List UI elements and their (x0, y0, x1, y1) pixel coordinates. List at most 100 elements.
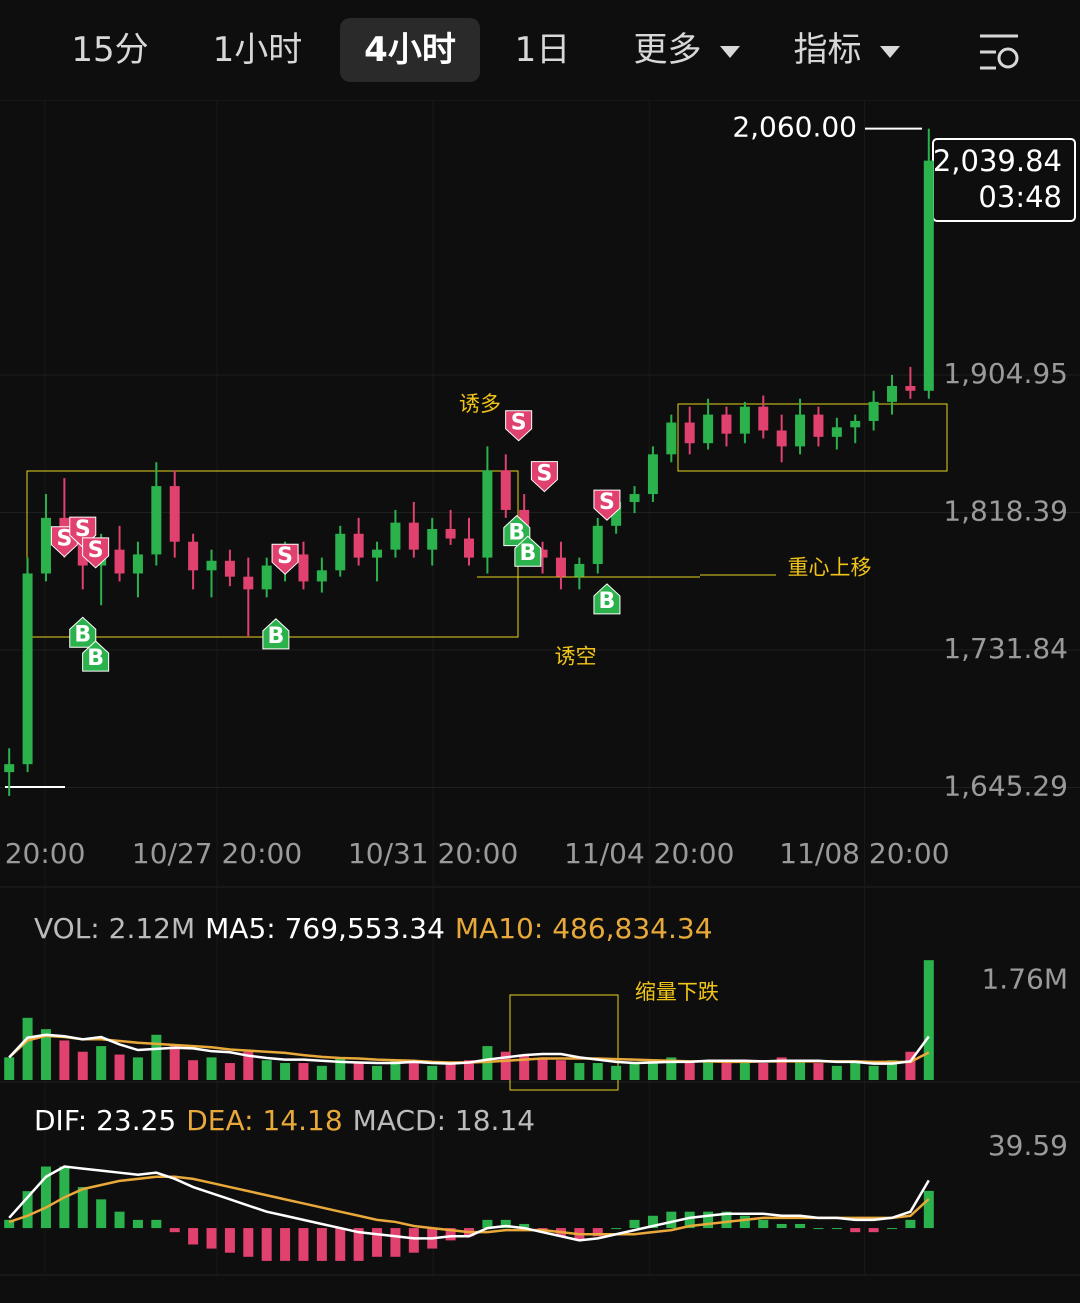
volume-bar (445, 1063, 456, 1080)
macd-bar (22, 1191, 33, 1229)
candle-body (22, 573, 33, 765)
macd-bar (850, 1228, 861, 1233)
volume-bar (519, 1054, 530, 1080)
candle-body (500, 470, 511, 510)
volume-bar (666, 1057, 677, 1080)
tab[interactable]: 15分 (71, 30, 149, 70)
y-tick-label: 1,818.39 (943, 494, 1068, 527)
volume-bar (592, 1063, 603, 1080)
marker-label: S (277, 544, 293, 569)
y-tick-label: 1,904.95 (943, 357, 1068, 390)
volume-bar (795, 1060, 806, 1080)
macd-bar (151, 1219, 162, 1229)
candle-body (758, 406, 769, 431)
tab-selected[interactable]: 4小时 (340, 18, 480, 82)
candle-body (151, 486, 162, 555)
volume-bar (372, 1065, 383, 1080)
candle-body (795, 414, 806, 447)
macd-bar (666, 1211, 677, 1229)
tab[interactable]: 1小时 (212, 30, 303, 70)
volume-bar (206, 1057, 217, 1080)
volume-bar (629, 1063, 640, 1080)
y-tick-label: 1.76M (981, 963, 1068, 996)
macd-bar (298, 1228, 309, 1261)
candle-body (372, 549, 383, 558)
legend-item: MA10: 486,834.34 (455, 912, 713, 945)
marker-label: S (536, 462, 552, 487)
candle-body (739, 406, 750, 434)
volume-bar (316, 1065, 327, 1080)
volume-bar (188, 1060, 199, 1080)
buy-marker (82, 640, 110, 672)
y-tick-label: 1,645.29 (943, 770, 1068, 803)
sell-marker (593, 489, 621, 521)
volume-bar (151, 1034, 162, 1080)
macd-bar (500, 1219, 511, 1229)
macd-bar (831, 1228, 842, 1230)
legend: VOL: 2.12M MA5: 769,553.34 MA10: 486,834.3… (34, 912, 713, 945)
x-tick-label: 10/31 20:00 (348, 837, 518, 870)
volume-bar (40, 1029, 51, 1080)
annotation: 重心上移 (787, 556, 871, 580)
macd-bar (169, 1228, 180, 1233)
volume-bar (298, 1063, 309, 1080)
candle-body (206, 560, 217, 571)
volume-bar (831, 1065, 842, 1080)
volume-bar (574, 1063, 585, 1080)
buy-marker (514, 535, 542, 567)
macd-bar (739, 1215, 750, 1229)
macd-bar (684, 1211, 695, 1229)
candle-body (684, 422, 695, 444)
candle-body (445, 529, 456, 539)
marker-label: B (508, 521, 525, 546)
candle-body (132, 554, 143, 574)
macd-bar (132, 1219, 143, 1229)
macd-bar (77, 1187, 88, 1229)
candle-body (776, 430, 787, 447)
volume-bar (813, 1063, 824, 1080)
macd-bar (243, 1228, 254, 1257)
macd-bar (868, 1228, 879, 1233)
volume-bar (739, 1060, 750, 1080)
macd-bar (316, 1228, 327, 1261)
candle-body (482, 470, 493, 558)
volume-bar (59, 1040, 70, 1080)
y-tick-label: 39.59 (988, 1129, 1068, 1162)
volume-bar (77, 1051, 88, 1080)
annotation: 缩量下跌 (635, 980, 719, 1004)
macd-bar (353, 1228, 364, 1261)
macd-bar (482, 1219, 493, 1229)
candle-body (537, 549, 548, 558)
dropdown-arrow (880, 46, 900, 58)
candle-body (574, 563, 585, 577)
candle-body (353, 533, 364, 558)
candle-body (611, 501, 622, 526)
volume-bar (905, 1051, 916, 1080)
tab[interactable]: 1日 (514, 30, 571, 70)
candle-body (335, 533, 346, 571)
macd-bar (519, 1223, 530, 1229)
volume-bar (500, 1051, 511, 1080)
candle-body (261, 565, 272, 590)
macd-bar (776, 1223, 787, 1229)
volume-bar (850, 1063, 861, 1080)
volume-bar (132, 1057, 143, 1080)
macd-bar (647, 1215, 658, 1229)
volume-bar (243, 1051, 254, 1080)
range-box (509, 994, 619, 1091)
tab[interactable]: 更多 (633, 30, 702, 70)
volume-bar (335, 1057, 346, 1080)
macd-bar (114, 1211, 125, 1229)
marker-label: S (88, 538, 104, 563)
tab[interactable]: 指标 (793, 30, 862, 70)
x-tick-label: 11/04 20:00 (564, 837, 734, 870)
macd-bar (372, 1228, 383, 1257)
volume-bar (923, 960, 934, 1080)
x-tick-label: 11/08 20:00 (779, 837, 949, 870)
marker-label: B (599, 589, 616, 614)
legend-item: MACD: 18.14 (353, 1104, 535, 1137)
sell-marker (505, 410, 533, 442)
volume-bar (776, 1057, 787, 1080)
settings-icon[interactable] (980, 34, 1019, 70)
annotation: 诱空 (555, 645, 597, 669)
